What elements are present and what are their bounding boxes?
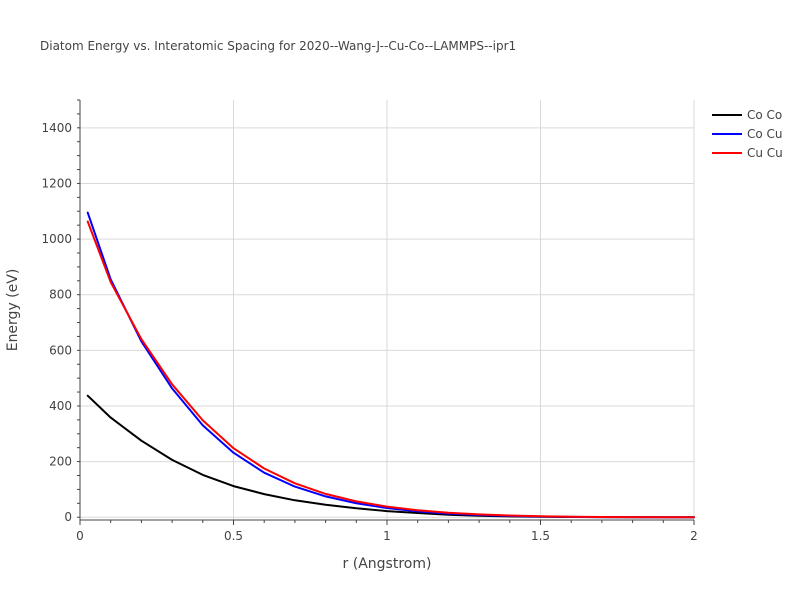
y-axis-label: Energy (eV): [5, 269, 21, 352]
grid-layer: [80, 100, 695, 520]
chart-title: Diatom Energy vs. Interatomic Spacing fo…: [40, 39, 516, 53]
series-line-co-co: [86, 394, 695, 519]
x-tick-label: 0.5: [224, 529, 243, 543]
y-tick-label: 1200: [41, 176, 72, 190]
series-line-cu-cu: [86, 220, 695, 519]
y-tick-label: 0: [64, 510, 72, 524]
legend-label: Cu Cu: [747, 146, 783, 160]
legend: Co Co Co Cu Cu Cu: [712, 108, 783, 160]
x-tick-label: 0: [76, 529, 84, 543]
axis-layer: 0 200 400 600 800 1000 1200 1400 0 0.5 1 1.5 2: [41, 99, 698, 543]
x-axis-label: r (Angstrom): [343, 556, 432, 572]
x-tick-label: 2: [690, 529, 698, 543]
y-tick-label: 200: [49, 455, 72, 469]
x-tick-label: 1: [383, 529, 391, 543]
legend-label: Co Cu: [747, 127, 783, 141]
series-layer: [86, 211, 695, 519]
legend-label: Co Co: [747, 108, 782, 122]
x-tick-label: 1.5: [531, 529, 550, 543]
y-tick-label: 1000: [41, 232, 72, 246]
y-tick-label: 1400: [41, 121, 72, 135]
y-tick-label: 400: [49, 399, 72, 413]
y-tick-label: 800: [49, 288, 72, 302]
y-tick-label: 600: [49, 343, 72, 357]
series-line-co-cu: [86, 211, 695, 519]
